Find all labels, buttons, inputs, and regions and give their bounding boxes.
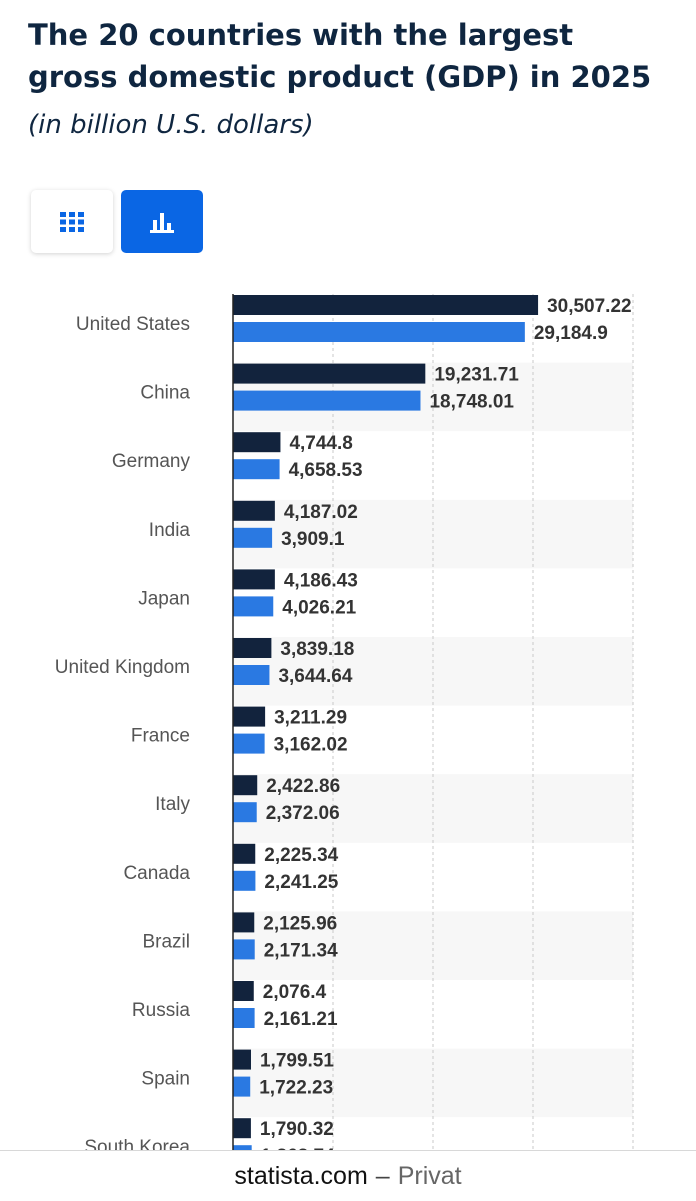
value-label: 3,909.1 (281, 529, 345, 550)
category-label: Italy (155, 794, 190, 815)
bar (233, 912, 255, 933)
value-label: 1,722.23 (259, 1078, 333, 1099)
bar (233, 870, 256, 891)
bar (233, 295, 539, 315)
category-label: Brazil (142, 931, 190, 952)
value-label: 2,372.06 (266, 803, 340, 824)
bar-chart-icon (150, 212, 174, 233)
value-label: 3,644.64 (278, 666, 352, 687)
bar (233, 1049, 251, 1070)
category-label: China (140, 383, 190, 404)
value-label: 2,422.86 (266, 776, 340, 797)
bar (233, 322, 525, 342)
bar (233, 363, 426, 384)
value-label: 3,211.29 (274, 708, 347, 729)
category-label: United Kingdom (55, 657, 190, 678)
category-label: India (149, 520, 191, 541)
value-label: 29,184.9 (534, 323, 608, 344)
value-label: 19,231.71 (434, 365, 519, 386)
bar-chart: United States 30,507.22 29,184.9 China 19,23… (55, 294, 634, 1150)
bar (233, 390, 421, 411)
category-label: South Korea (84, 1137, 190, 1150)
bar (233, 706, 266, 727)
category-label: France (131, 726, 190, 747)
value-label: 4,187.02 (284, 502, 358, 523)
bar (233, 733, 265, 754)
bar (233, 1118, 251, 1139)
category-label: Canada (123, 863, 190, 884)
value-label: 2,225.34 (264, 845, 338, 866)
browser-url-bar[interactable]: statista.com – Privat (0, 1150, 696, 1201)
category-label: United States (76, 314, 190, 335)
bar (233, 638, 272, 658)
value-label: 1,790.32 (260, 1119, 334, 1140)
value-label: 2,241.25 (264, 872, 338, 893)
value-label: 1,799.51 (260, 1051, 334, 1072)
chart-subtitle: (in billion U.S. dollars) (28, 110, 314, 140)
table-view-button[interactable] (31, 190, 113, 253)
bar (233, 939, 255, 960)
value-label: 2,161.21 (264, 1009, 338, 1030)
category-label: Russia (132, 1000, 191, 1021)
value-label: 2,076.4 (263, 982, 327, 1003)
value-label: 4,744.8 (289, 433, 352, 454)
value-label: 4,026.21 (282, 597, 356, 618)
bar (233, 500, 275, 521)
value-label: 2,125.96 (263, 913, 337, 934)
value-label: 4,658.53 (289, 460, 363, 481)
value-label: 4,186.43 (284, 570, 358, 591)
category-label: Japan (138, 588, 190, 609)
chart-title: The 20 countries with the largest gross … (28, 18, 652, 94)
value-label: 18,748.01 (429, 392, 514, 413)
bar (233, 775, 258, 796)
bar (233, 665, 270, 685)
row-stripe (233, 774, 633, 843)
bar (233, 459, 280, 480)
bar (233, 1145, 252, 1150)
value-label: 1,868.74 (261, 1146, 335, 1150)
bar (233, 843, 256, 864)
grid-table-icon (60, 211, 84, 232)
value-label: 3,162.02 (274, 735, 348, 756)
bar (233, 527, 273, 548)
bar (233, 569, 275, 590)
bar (233, 981, 254, 1001)
value-label: 30,507.22 (547, 296, 632, 317)
category-label: Spain (141, 1069, 190, 1090)
bar (233, 432, 281, 453)
bar (233, 802, 257, 823)
bar (233, 1008, 255, 1028)
category-label: Germany (112, 451, 191, 472)
site-domain: statista.com (234, 1161, 368, 1190)
value-label: 3,839.18 (280, 639, 354, 660)
value-label: 2,171.34 (264, 940, 338, 961)
private-mode-label: Privat (397, 1161, 462, 1190)
chart-view-button[interactable] (121, 190, 203, 253)
bar (233, 1076, 251, 1097)
bar (233, 596, 274, 617)
separator: – (375, 1161, 390, 1190)
